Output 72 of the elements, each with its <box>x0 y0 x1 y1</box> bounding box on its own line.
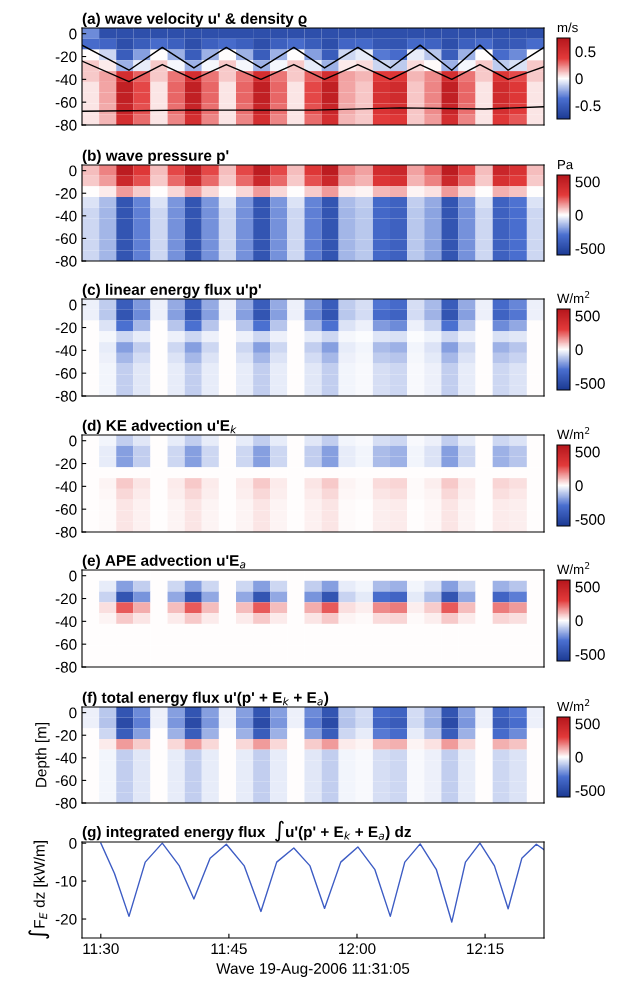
color-bar-label: -500 <box>575 243 605 255</box>
color-bar-label: 0 <box>575 751 583 763</box>
y-tick-label: -40 <box>55 210 77 222</box>
y-tick-label: -40 <box>55 345 77 357</box>
y-axis-title: ∫F$_{E}$ dz [kW/m] <box>28 841 50 939</box>
color-bar-title: W/m$^{2}$ <box>557 699 590 712</box>
x-tick-label: 11:30 <box>83 943 119 955</box>
y-tick-label: -20 <box>55 593 77 605</box>
y-tick-label: -60 <box>55 233 77 245</box>
chart-title: (a) wave velocity u' & density ϱ <box>82 12 307 27</box>
color-bar-label: 0 <box>575 480 583 492</box>
color-bar-label: 0 <box>575 209 583 221</box>
x-tick-label: 12:15 <box>467 943 504 955</box>
color-bar-label: 500 <box>575 718 600 730</box>
color-bar-label: -500 <box>575 649 605 660</box>
chart-title: (c) linear energy flux u'p' <box>82 283 261 299</box>
y-tick-label: -80 <box>55 797 77 809</box>
y-tick-label: -20 <box>55 322 77 334</box>
y-tick-label: -40 <box>55 616 77 628</box>
y-tick-label: -40 <box>55 74 77 86</box>
color-bar-label: 0 <box>575 344 583 356</box>
line-series <box>100 842 544 923</box>
y-tick-label: -20 <box>55 913 77 925</box>
y-tick-label: -20 <box>55 730 77 741</box>
color-bar-label: 0 <box>575 73 583 85</box>
y-tick-label: 0 <box>69 838 77 849</box>
x-axis-title: Wave 19-Aug-2006 11:31:05 <box>216 963 410 977</box>
y-tick-label: -80 <box>55 255 77 267</box>
y-tick-label: 0 <box>69 707 77 719</box>
y-tick-label: -20 <box>55 458 77 470</box>
color-bar-label: 0.5 <box>575 46 596 58</box>
color-bar-title: W/m$^{2}$ <box>557 291 590 304</box>
y-tick-label: -80 <box>55 661 77 673</box>
chart-title: (d) KE advection u'E$_{k}$ <box>82 419 237 434</box>
color-bar-label: -0.5 <box>575 100 601 112</box>
y-tick-label: -20 <box>55 51 77 63</box>
y-tick-label: -10 <box>55 875 77 887</box>
y-tick-label: -60 <box>55 775 77 787</box>
color-bar-label: -500 <box>575 785 605 797</box>
color-bar-label: 0 <box>575 615 583 627</box>
y-tick-label: 0 <box>69 28 77 40</box>
color-bar-label: -500 <box>575 514 605 525</box>
y-tick-label: -80 <box>55 526 77 538</box>
color-bar-label: -500 <box>575 378 605 389</box>
y-tick-label: -20 <box>55 188 77 199</box>
x-tick-label: 12:00 <box>339 943 376 955</box>
y-tick-label: 0 <box>69 299 77 311</box>
y-tick-label: -80 <box>55 119 77 131</box>
color-bar-label: 500 <box>575 176 600 188</box>
y-tick-label: -60 <box>55 504 77 515</box>
color-bar-label: 500 <box>575 446 600 458</box>
y-tick-label: -80 <box>55 390 77 402</box>
chart-title: (b) wave pressure p' <box>82 149 229 164</box>
y-tick-label: 0 <box>69 570 77 582</box>
color-bar-label: 500 <box>575 310 600 322</box>
y-tick-label: -60 <box>55 639 77 650</box>
color-bar-title: W/m$^{2}$ <box>557 562 590 575</box>
color-bar-label: 500 <box>575 581 600 593</box>
y-tick-label: -60 <box>55 368 77 379</box>
y-tick-label: -40 <box>55 481 77 493</box>
chart-title: (f) total energy flux u'(p' + E$_{k}$ + E$_{a}$) <box>82 691 329 706</box>
color-bar-title: Pa <box>558 159 574 170</box>
y-tick-label: -40 <box>55 752 77 764</box>
color-bar-title: W/m$^{2}$ <box>557 427 590 440</box>
y-tick-label: 0 <box>69 165 77 177</box>
color-bar-title: m/s <box>557 22 578 33</box>
y-tick-label: -60 <box>55 97 77 108</box>
chart-title: (g) integrated energy flux ∫u'(p' + E$_{k}$ + E$_{a}$) dz <box>82 820 411 842</box>
y-tick-label: 0 <box>69 435 77 447</box>
y-axis-title: Depth [m] <box>35 722 50 787</box>
x-tick-label: 11:45 <box>211 943 247 955</box>
chart-title: (e) APE advection u'E$_{a}$ <box>82 554 246 569</box>
